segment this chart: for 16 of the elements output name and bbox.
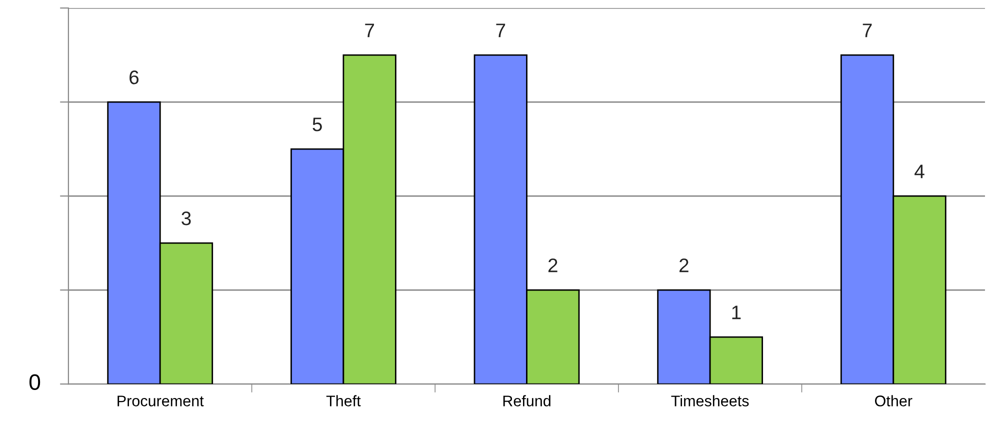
data-label: 6 bbox=[130, 70, 139, 84]
text: 0 bbox=[29, 374, 40, 390]
data-label: 4 bbox=[914, 164, 924, 178]
x-tick-label: Other bbox=[875, 395, 912, 406]
data-label: 2 bbox=[548, 258, 558, 272]
x-tick-label: Timesheets bbox=[671, 395, 749, 406]
x-tick-label: Procurement bbox=[118, 396, 204, 406]
data-label: 5 bbox=[312, 118, 322, 132]
data-label: 3 bbox=[182, 212, 191, 226]
data-label: 7 bbox=[496, 24, 506, 38]
data-label: 7 bbox=[365, 24, 374, 38]
x-tick-label: Refund bbox=[503, 395, 550, 406]
data-label: 7 bbox=[862, 24, 872, 38]
data-label: 1 bbox=[732, 306, 741, 320]
data-label: 2 bbox=[680, 258, 688, 272]
x-tick-label: Theft bbox=[326, 395, 361, 406]
